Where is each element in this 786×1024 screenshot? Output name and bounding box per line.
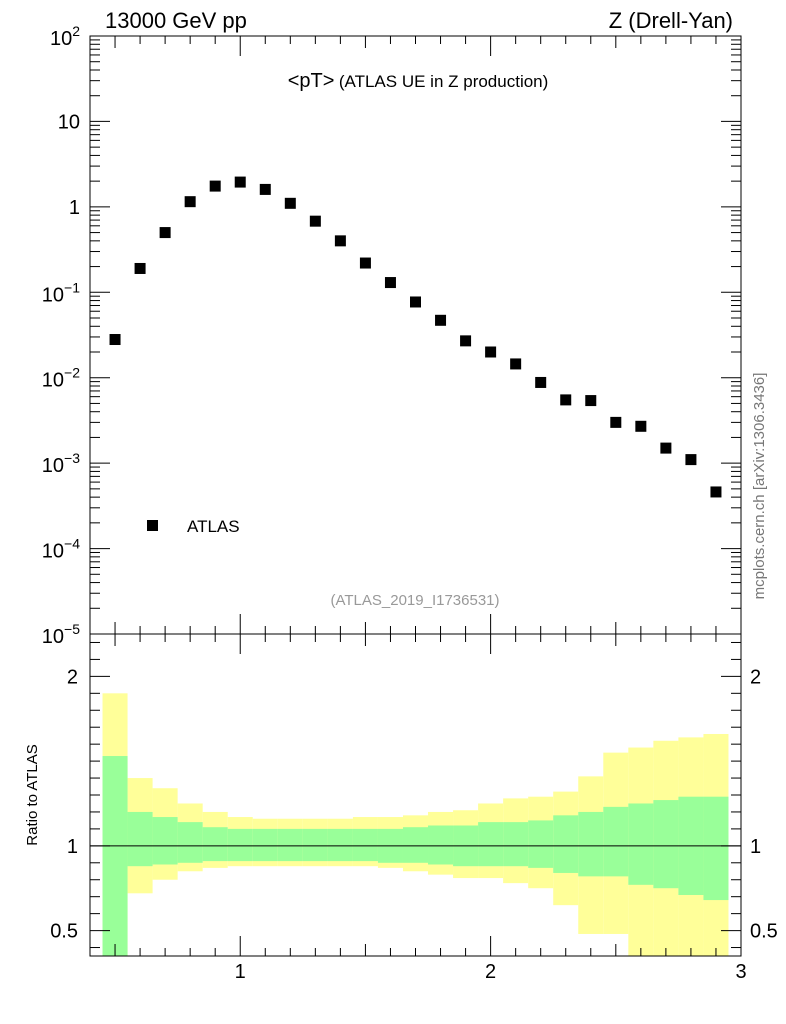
stat-band-bin [302, 828, 328, 862]
data-point [710, 486, 722, 498]
data-point [384, 277, 396, 289]
stat-band-bin [428, 825, 454, 865]
data-point [485, 346, 497, 358]
data-point [184, 196, 196, 208]
upper-y-tick-labels: 102 10 1 10−1 10−2 10−3 10−4 10−5 [42, 23, 80, 648]
stat-band [102, 756, 729, 956]
analysis-id: (ATLAS_2019_I1736531) [330, 592, 499, 609]
stat-band-bin [277, 828, 303, 862]
data-point [460, 335, 472, 347]
stat-band-bin [478, 822, 504, 867]
stat-band-bin [227, 828, 253, 862]
plot-title: <pT> (ATLAS UE in Z production) [288, 70, 549, 92]
data-point [209, 180, 221, 192]
y-tick-label: 10−5 [42, 621, 80, 648]
data-point [510, 358, 522, 370]
y-tick-label: 10−1 [42, 279, 80, 306]
data-point [109, 334, 121, 346]
data-point [309, 215, 321, 227]
ratio-y-tick-label: 0.5 [50, 921, 78, 943]
header-right: Z (Drell-Yan) [609, 8, 733, 33]
stat-band-bin [703, 796, 729, 901]
stat-band-bin [127, 811, 153, 867]
data-point [685, 454, 697, 466]
stat-band-bin [553, 815, 579, 873]
data-point [134, 262, 146, 274]
data-point [610, 416, 622, 428]
stat-band-bin [603, 806, 629, 877]
stat-band-bin [102, 756, 128, 956]
plot-title-sub: (ATLAS UE in Z production) [339, 72, 548, 91]
stat-band-bin [202, 827, 228, 862]
data-point [234, 176, 246, 188]
stat-band-bin [402, 827, 429, 863]
x-tick-label: 2 [485, 961, 496, 983]
data-points [109, 176, 722, 498]
legend-marker [147, 520, 158, 531]
stat-band-bin [252, 828, 278, 862]
data-point [435, 314, 447, 326]
data-point [334, 235, 346, 247]
stat-band-bin [528, 820, 554, 868]
data-point [259, 183, 271, 195]
stat-band-bin [578, 811, 604, 877]
side-label: mcplots.cern.ch [arXiv:1306.3436] [751, 373, 768, 600]
upper-panel: 102 10 1 10−1 10−2 10−3 10−4 10−5 <pT> (ATLAS U… [42, 23, 742, 648]
data-point [535, 376, 547, 388]
lower-y-tick-labels-left: 210.5 [50, 666, 78, 942]
stat-band-bin [327, 828, 353, 862]
y-tick-label: 10 [58, 111, 80, 133]
upper-axis-ticks [89, 36, 742, 635]
y-tick-label: 10−3 [42, 450, 80, 477]
data-point [359, 257, 371, 269]
data-point [159, 227, 171, 239]
ratio-y-tick-label: 0.5 [750, 921, 778, 943]
data-point [660, 442, 672, 454]
stat-band-bin [152, 817, 178, 865]
stat-band-bin [503, 822, 529, 867]
stat-band-bin [177, 822, 203, 863]
data-point [585, 395, 597, 407]
upper-frame [89, 35, 742, 635]
ratio-y-tick-label: 2 [750, 666, 761, 688]
x-tick-label: 1 [235, 961, 246, 983]
data-point [560, 394, 572, 406]
data-point [635, 420, 647, 432]
y-tick-label: 1 [69, 197, 80, 219]
lower-axis-ticks [89, 634, 742, 956]
ratio-y-tick-label: 1 [67, 836, 78, 858]
data-point [410, 296, 421, 308]
stat-band-bin [352, 828, 378, 862]
x-tick-label: 3 [735, 961, 746, 983]
stat-band-bin [653, 800, 679, 889]
y-tick-label: 10−4 [42, 536, 80, 563]
ratio-y-tick-label: 2 [67, 666, 78, 688]
legend-label: ATLAS [187, 517, 240, 536]
plot-title-main: <pT> [288, 70, 335, 92]
ratio-ylabel: Ratio to ATLAS [24, 744, 41, 845]
y-tick-label: 102 [50, 23, 80, 50]
stat-band-bin [628, 803, 654, 885]
lower-frame [89, 633, 742, 957]
lower-y-tick-labels-right: 210.5 [750, 666, 778, 942]
x-tick-labels: 1 2 3 [235, 961, 747, 983]
y-tick-label: 10−2 [42, 365, 80, 392]
header-left: 13000 GeV pp [105, 8, 247, 33]
ratio-y-tick-label: 1 [750, 836, 761, 858]
data-point [284, 197, 296, 209]
